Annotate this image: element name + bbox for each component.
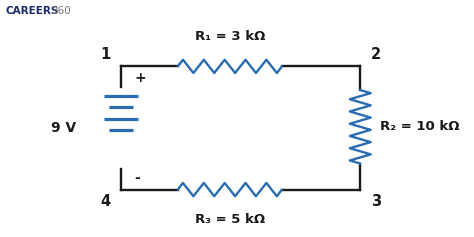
Text: 1: 1 bbox=[100, 47, 110, 62]
Text: 3: 3 bbox=[371, 194, 381, 209]
Text: R₂ = 10 kΩ: R₂ = 10 kΩ bbox=[380, 120, 460, 133]
Text: 2: 2 bbox=[371, 47, 381, 62]
Text: R₃ = 5 kΩ: R₃ = 5 kΩ bbox=[195, 213, 265, 226]
Text: 4: 4 bbox=[100, 194, 110, 209]
Text: 9 V: 9 V bbox=[51, 121, 76, 135]
Text: R₁ = 3 kΩ: R₁ = 3 kΩ bbox=[195, 30, 265, 43]
Text: -: - bbox=[134, 171, 140, 185]
Text: 360: 360 bbox=[51, 6, 71, 16]
Text: +: + bbox=[134, 71, 146, 85]
Text: CAREERS: CAREERS bbox=[6, 6, 59, 16]
